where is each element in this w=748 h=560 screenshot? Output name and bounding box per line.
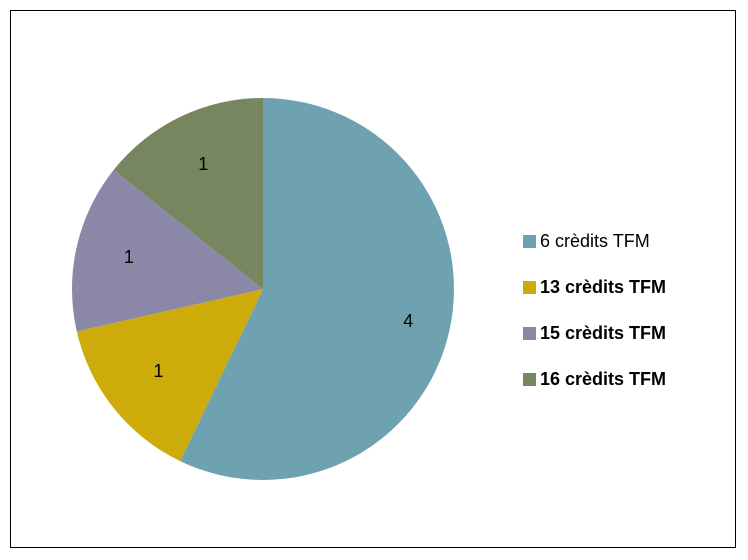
legend-item-3: 16 crèdits TFM (523, 367, 666, 391)
legend-label-0: 6 crèdits TFM (540, 230, 650, 251)
pie-slice-3 (113, 97, 263, 289)
legend-item-0: 6 crèdits TFM (523, 229, 666, 253)
data-label-3: 1 (198, 154, 208, 174)
legend-swatch-3 (523, 372, 536, 386)
legend: 6 crèdits TFM 13 crèdits TFM 15 crèdits TF… (523, 229, 666, 413)
legend-item-2: 15 crèdits TFM (523, 321, 666, 345)
legend-item-1: 13 crèdits TFM (523, 275, 666, 299)
legend-label-1: 13 crèdits TFM (540, 276, 667, 297)
legend-swatch-0 (523, 234, 536, 248)
data-label-2: 1 (124, 247, 134, 267)
data-label-1: 1 (153, 361, 163, 381)
legend-label-2: 15 crèdits TFM (540, 322, 667, 343)
legend-label-3: 16 crèdits TFM (540, 368, 667, 389)
legend-swatch-2 (523, 326, 536, 340)
pie-slice-1 (76, 289, 263, 462)
chart-area: 4 1 1 1 6 crèdits TFM 13 crèdits TFM 15 crèdi… (10, 10, 736, 548)
pie-slice-2 (72, 169, 263, 332)
data-label-0: 4 (403, 311, 413, 331)
legend-swatch-1 (523, 280, 536, 294)
pie-slice-0 (180, 98, 454, 480)
pie-chart: 4 1 1 1 (72, 97, 454, 480)
